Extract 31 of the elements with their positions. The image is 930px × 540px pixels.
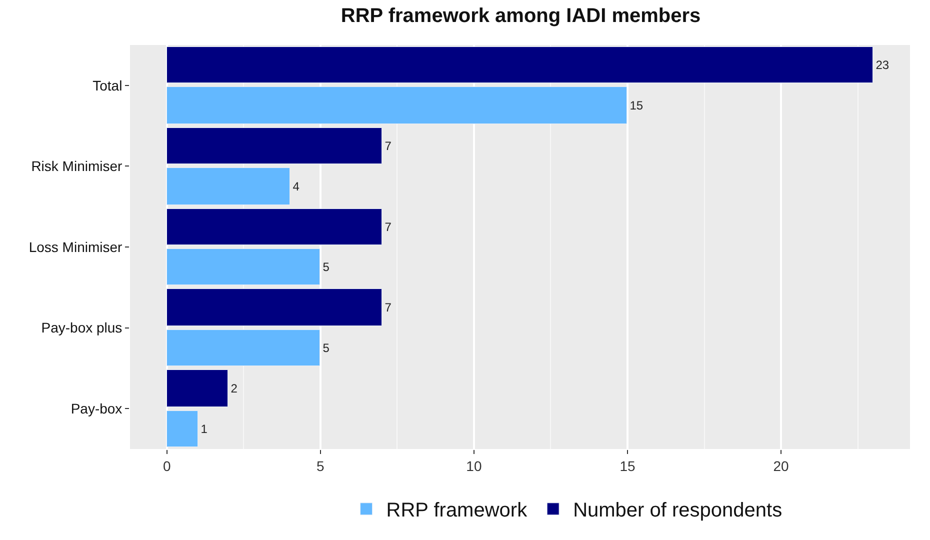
bar	[166, 86, 627, 124]
legend-label: RRP framework	[386, 500, 528, 522]
bar	[166, 208, 382, 245]
x-tick-label: 10	[466, 458, 482, 474]
y-tick-label: Total	[92, 77, 122, 94]
data-label: 7	[384, 220, 392, 234]
chart-title: RRP framework among IADI members	[340, 5, 701, 28]
data-label: 5	[322, 340, 330, 355]
bar	[166, 370, 228, 407]
data-label: 15	[630, 98, 644, 112]
data-label: 23	[876, 58, 890, 72]
data-label: 7	[384, 300, 392, 314]
x-tick-label: 0	[162, 458, 171, 474]
legend-label: Number of respondents	[573, 500, 782, 522]
bar	[166, 288, 382, 326]
y-tick-label: Loss Minimiser	[28, 238, 123, 255]
data-label: 7	[384, 138, 392, 153]
x-tick-label: 20	[773, 458, 790, 474]
data-label: 5	[322, 260, 330, 274]
x-tick-label: 5	[316, 458, 324, 474]
y-tick-label: Risk Minimiser	[31, 158, 123, 174]
data-label: 4	[292, 179, 300, 194]
bar	[166, 330, 320, 366]
bar	[166, 168, 290, 205]
bar	[166, 248, 320, 285]
data-label: 1	[200, 422, 208, 436]
x-tick-label: 15	[620, 458, 636, 474]
data-label: 2	[230, 381, 238, 396]
bar	[166, 128, 382, 164]
y-tick-label: Pay-box plus	[41, 320, 122, 336]
y-tick-label: Pay-box	[70, 400, 122, 416]
